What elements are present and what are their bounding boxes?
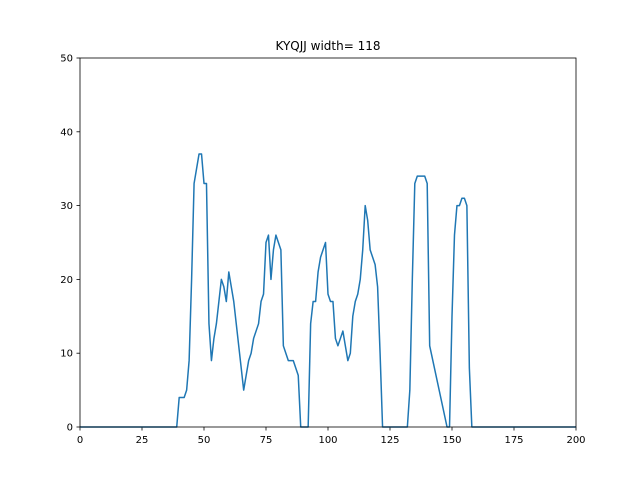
x-tick-label: 125 bbox=[380, 435, 399, 446]
y-axis: 0 10 20 30 40 50 bbox=[60, 54, 80, 434]
x-tick-label: 100 bbox=[318, 435, 337, 446]
x-axis: 0 25 50 75 100 125 150 175 200 bbox=[77, 427, 586, 446]
x-tick-label: 75 bbox=[260, 435, 273, 446]
y-tick-label: 10 bbox=[60, 349, 73, 360]
y-tick-label: 50 bbox=[60, 54, 73, 65]
series-group bbox=[80, 153, 576, 428]
y-tick-label: 40 bbox=[60, 127, 73, 138]
x-tick-label: 25 bbox=[136, 435, 149, 446]
y-tick-label: 20 bbox=[60, 275, 73, 286]
x-tick-label: 200 bbox=[566, 435, 585, 446]
y-tick-label: 30 bbox=[60, 201, 73, 212]
x-tick-label: 0 bbox=[77, 435, 83, 446]
x-tick-label: 50 bbox=[198, 435, 211, 446]
chart-title: KYQJJ width= 118 bbox=[276, 39, 381, 53]
x-tick-label: 175 bbox=[504, 435, 523, 446]
y-tick-label: 0 bbox=[67, 423, 73, 434]
x-tick-label: 150 bbox=[442, 435, 461, 446]
series-line bbox=[80, 153, 576, 428]
plot-area-frame bbox=[79, 57, 577, 428]
